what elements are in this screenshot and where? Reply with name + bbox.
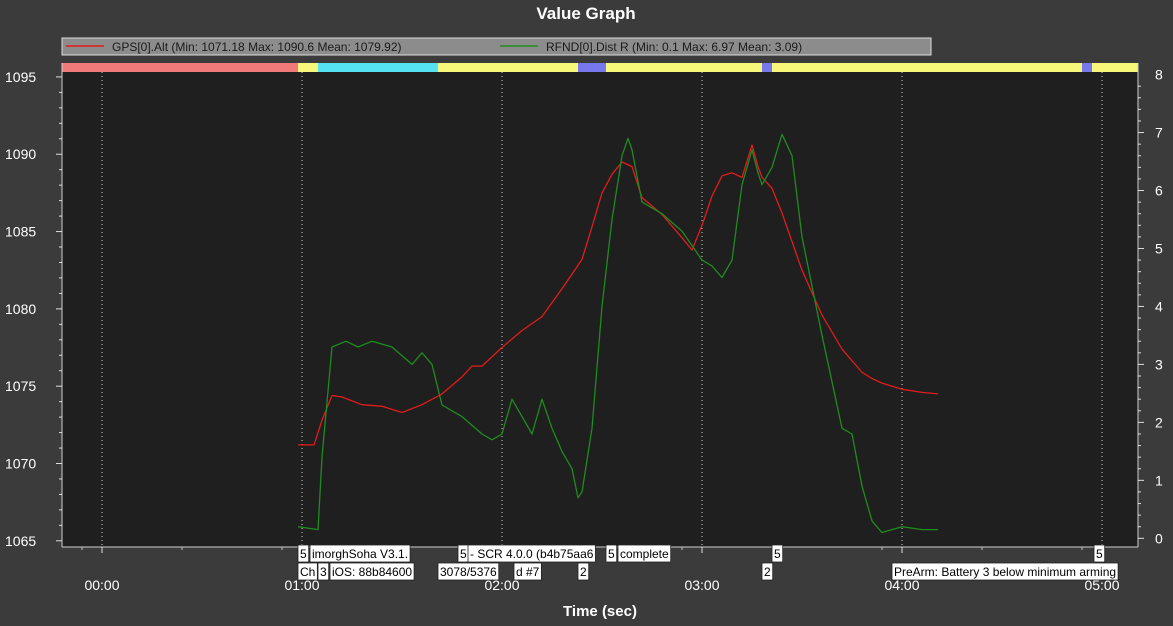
legend: GPS[0].Alt (Min: 1071.18 Max: 1090.6 Mea… <box>61 37 932 56</box>
message-annotation-text: 5 <box>300 547 307 561</box>
legend-entry-rfnd-dist: RFND[0].Dist R (Min: 0.1 Max: 6.97 Mean:… <box>546 40 802 54</box>
right-tick-label: 3 <box>1155 356 1163 372</box>
left-tick-label: 1065 <box>5 533 36 549</box>
message-annotation-text: 5 <box>608 547 615 561</box>
message-annotation-text: 5 <box>1096 547 1103 561</box>
message-annotation-box <box>1093 544 1106 563</box>
mode-segment <box>298 63 318 72</box>
message-annotation-box <box>309 544 411 563</box>
message-annotation: 5 <box>297 544 310 563</box>
mode-segment <box>318 63 438 72</box>
x-tick-label: 02:00 <box>484 577 519 593</box>
message-annotation-box <box>577 562 590 581</box>
message-annotation-text: 2 <box>764 565 771 579</box>
series-line-gps-0-alt <box>298 144 939 446</box>
message-annotation-box <box>467 544 596 563</box>
message-annotation-text: 2 <box>580 565 587 579</box>
left-tick-label: 1075 <box>5 378 36 394</box>
legend-box <box>61 37 932 56</box>
message-annotation-text: iOS: 88b84600 <box>332 565 412 579</box>
mode-segment <box>438 63 578 72</box>
series-line-rfnd-0-dist-r <box>297 133 938 534</box>
message-annotation: 5 <box>771 544 784 563</box>
right-tick-label: 6 <box>1155 183 1163 199</box>
message-annotation: 2 <box>761 562 774 581</box>
message-annotation-text: 5 <box>774 547 781 561</box>
message-annotation: 3078/5376 <box>437 562 500 581</box>
message-annotation-text: - SCR 4.0.0 (b4b75aa6 <box>470 547 594 561</box>
left-tick-label: 1095 <box>5 69 36 85</box>
message-annotation: 3 <box>317 562 330 581</box>
message-annotation: d #7 <box>513 562 542 581</box>
mode-segment <box>578 63 606 72</box>
right-tick-label: 8 <box>1155 67 1163 83</box>
right-tick-label: 0 <box>1155 530 1163 546</box>
message-annotation: 5 <box>457 544 470 563</box>
message-annotation-text: Ch <box>300 565 315 579</box>
message-annotation-box <box>297 562 318 581</box>
message-annotation-text: 3 <box>320 565 327 579</box>
legend-entry-gps-alt: GPS[0].Alt (Min: 1071.18 Max: 1090.6 Mea… <box>112 40 402 54</box>
message-annotation: complete <box>617 544 672 563</box>
mode-segment <box>606 63 762 72</box>
x-tick-label: 00:00 <box>84 577 119 593</box>
mode-segment <box>762 63 772 72</box>
plot-area[interactable] <box>62 63 1138 547</box>
mode-segment <box>772 63 1082 72</box>
x-tick-label: 05:00 <box>1084 577 1119 593</box>
message-annotation-box <box>437 562 500 581</box>
message-annotation: Ch <box>297 562 318 581</box>
message-annotation-box <box>891 562 1119 581</box>
message-annotation-box <box>761 562 774 581</box>
mode-segment <box>62 63 298 72</box>
message-annotation: 5 <box>1093 544 1106 563</box>
left-tick-label: 1070 <box>5 455 36 471</box>
mode-segment <box>1092 63 1138 72</box>
left-tick-label: 1090 <box>5 146 36 162</box>
message-annotation-box <box>605 544 618 563</box>
x-tick-label: 03:00 <box>684 577 719 593</box>
x-axis: 00:00 01:00 02:00 03:00 04:00 05:00 <box>62 546 1138 593</box>
x-tick-label: 04:00 <box>884 577 919 593</box>
series-layer <box>297 133 939 534</box>
message-annotation: - SCR 4.0.0 (b4b75aa6 <box>467 544 596 563</box>
message-annotation-text: d #7 <box>516 565 540 579</box>
x-axis-label: Time (sec) <box>563 603 637 620</box>
right-tick-label: 2 <box>1155 414 1163 430</box>
message-annotation-box <box>297 544 310 563</box>
message-annotation: 2 <box>577 562 590 581</box>
message-annotation-box <box>513 562 542 581</box>
message-annotation-text: imorghSoha V3.1. <box>312 547 408 561</box>
message-annotation-box <box>771 544 784 563</box>
left-y-axis: 1065 1070 1075 1080 1085 1090 1095 <box>5 63 63 549</box>
flight-mode-bar <box>62 63 1138 72</box>
message-annotation: imorghSoha V3.1. <box>309 544 411 563</box>
message-annotation-text: 5 <box>460 547 467 561</box>
right-tick-label: 7 <box>1155 125 1163 141</box>
message-annotation: iOS: 88b84600 <box>329 562 415 581</box>
message-annotation-text: complete <box>620 547 669 561</box>
x-tick-label: 01:00 <box>284 577 319 593</box>
message-annotation-box <box>317 562 330 581</box>
message-annotation-text: PreArm: Battery 3 below minimum arming <box>894 565 1116 579</box>
right-tick-label: 4 <box>1155 298 1163 314</box>
annotation-layer: 5 imorghSoha V3.1. 5- SCR 4.0.0 (b4b75aa6 5… <box>297 544 1119 581</box>
message-annotation: PreArm: Battery 3 below minimum arming <box>891 562 1119 581</box>
left-tick-label: 1085 <box>5 224 36 240</box>
left-tick-label: 1080 <box>5 301 36 317</box>
chart-title: Value Graph <box>536 4 635 23</box>
right-tick-label: 5 <box>1155 240 1163 256</box>
mode-segment <box>1082 63 1092 72</box>
message-annotation-text: 3078/5376 <box>440 565 497 579</box>
message-annotation: 5 <box>605 544 618 563</box>
message-annotation-box <box>329 562 415 581</box>
message-annotation-box <box>617 544 672 563</box>
right-y-axis: 0 1 2 3 4 5 6 7 8 <box>1137 63 1163 547</box>
right-tick-label: 1 <box>1155 472 1163 488</box>
